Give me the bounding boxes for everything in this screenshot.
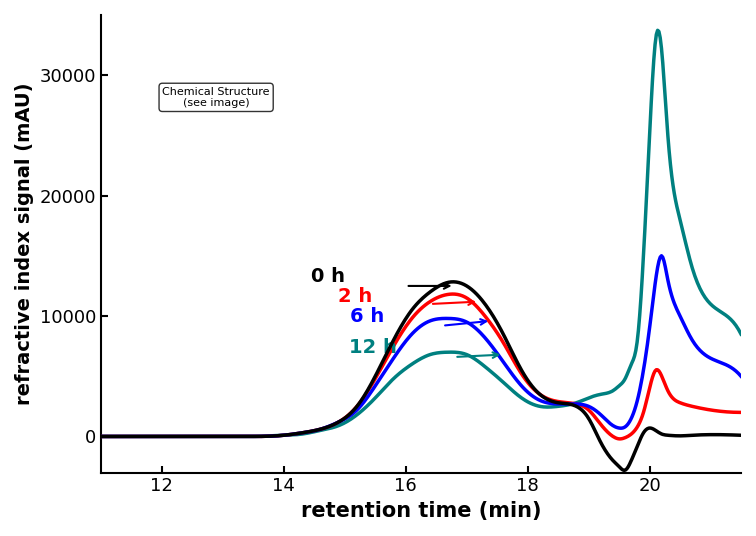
X-axis label: retention time (min): retention time (min) <box>301 501 541 521</box>
Text: 2 h: 2 h <box>338 287 372 306</box>
Text: 0 h: 0 h <box>311 267 345 286</box>
Y-axis label: refractive index signal (mAU): refractive index signal (mAU) <box>15 83 34 405</box>
Text: 6 h: 6 h <box>350 307 384 326</box>
Text: 12 h: 12 h <box>349 338 397 358</box>
Text: Chemical Structure
(see image): Chemical Structure (see image) <box>163 87 270 108</box>
